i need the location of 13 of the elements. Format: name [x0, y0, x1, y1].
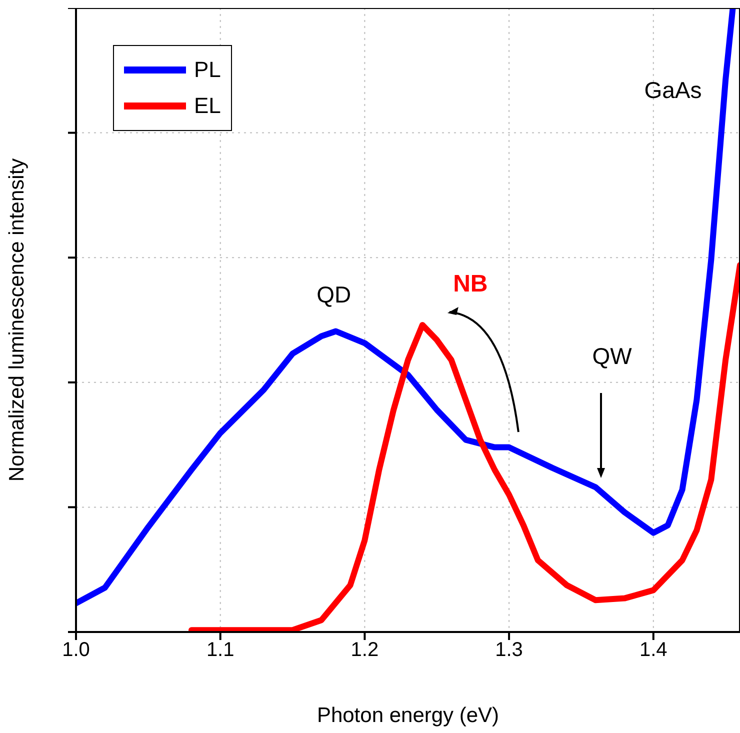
x-tick-label: 1.0 [62, 639, 90, 662]
x-tick-label: 1.1 [206, 639, 234, 662]
x-tick-label: 1.2 [350, 639, 379, 662]
y-axis-title: Normalized luminescence intensity [5, 158, 28, 482]
x-tick-label: 1.4 [639, 639, 668, 662]
annotation: QW [592, 343, 632, 370]
x-tick-label: 1.3 [495, 639, 523, 662]
annotation: QD [316, 281, 352, 308]
legend-label: EL [194, 92, 221, 120]
x-axis-title: Photon energy (eV) [316, 704, 500, 727]
legend-label: PL [194, 56, 221, 84]
annotation: NB [453, 270, 488, 298]
annotation: GaAs [644, 77, 702, 104]
